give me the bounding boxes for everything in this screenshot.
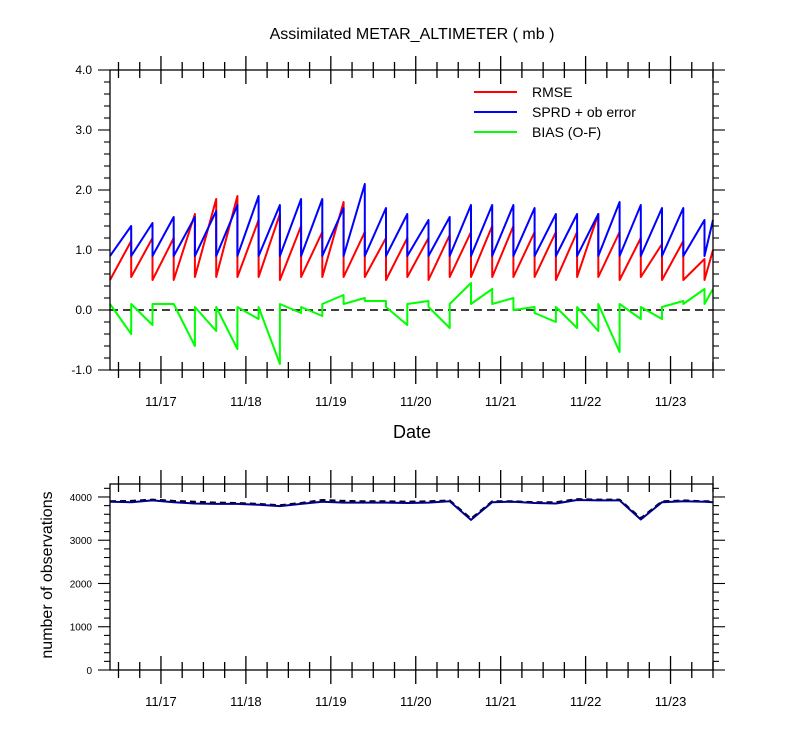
legend-label: RMSE bbox=[532, 84, 572, 100]
plot-frame bbox=[109, 483, 714, 671]
y-tick-labels: -1.0 0.0 1.0 2.0 3.0 4.0 bbox=[71, 63, 92, 377]
x-tick-label: 11/17 bbox=[145, 394, 177, 409]
y-tick-label: -1.0 bbox=[71, 363, 92, 377]
chart-title: Assimilated METAR_ALTIMETER ( mb ) bbox=[270, 26, 555, 43]
x-tick-label: 11/19 bbox=[315, 394, 347, 409]
series-group bbox=[109, 183, 714, 365]
x-tick-label: 11/21 bbox=[485, 694, 517, 709]
x-tick-label: 11/20 bbox=[400, 694, 432, 709]
x-tick-label: 11/17 bbox=[145, 694, 177, 709]
series-line-2 bbox=[109, 183, 714, 257]
x-tick-label: 11/20 bbox=[400, 394, 432, 409]
x-tick-label: 11/23 bbox=[655, 694, 687, 709]
series-line-1 bbox=[109, 195, 714, 281]
y-tick-label: 0 bbox=[86, 666, 92, 677]
legend-label: BIAS (O-F) bbox=[532, 124, 601, 140]
y-tick-label: 0.0 bbox=[75, 303, 92, 317]
series-line-3 bbox=[109, 282, 714, 365]
x-tick-label: 11/18 bbox=[230, 394, 262, 409]
panel-rmse-chart: Assimilated METAR_ALTIMETER ( mb ) -1.0 0… bbox=[71, 26, 725, 442]
x-tick-label: 11/22 bbox=[570, 394, 602, 409]
y-tick-label: 4000 bbox=[70, 493, 93, 504]
y-tick-label: 1.0 bbox=[75, 243, 92, 257]
y-tick-label: 1000 bbox=[70, 623, 93, 634]
x-tick-label: 11/18 bbox=[230, 694, 262, 709]
x-tick-label: 11/19 bbox=[315, 694, 347, 709]
y-tick-label: 2.0 bbox=[75, 183, 92, 197]
x-tick-label: 11/21 bbox=[485, 394, 517, 409]
x-axis-label: Date bbox=[393, 422, 431, 442]
series-line-2 bbox=[109, 499, 714, 521]
y-tick-labels: 0 1000 2000 3000 4000 bbox=[70, 493, 93, 677]
series-line-1 bbox=[109, 498, 713, 520]
legend: RMSE SPRD + ob error BIAS (O-F) bbox=[474, 84, 636, 140]
series-group bbox=[109, 498, 714, 521]
y-tick-label: 3.0 bbox=[75, 123, 92, 137]
y-tick-label: 2000 bbox=[70, 579, 93, 590]
x-tick-labels: 11/17 11/18 11/19 11/20 11/21 11/22 11/23 bbox=[145, 394, 686, 409]
x-tick-labels: 11/17 11/18 11/19 11/20 11/21 11/22 11/23 bbox=[145, 694, 686, 709]
legend-label: SPRD + ob error bbox=[532, 104, 636, 120]
y-tick-label: 3000 bbox=[70, 536, 93, 547]
y-axis-label: number of observations bbox=[39, 491, 56, 658]
x-tick-label: 11/22 bbox=[570, 694, 602, 709]
x-tick-label: 11/23 bbox=[655, 394, 687, 409]
y-tick-label: 4.0 bbox=[75, 63, 92, 77]
plot-frame bbox=[109, 69, 714, 371]
